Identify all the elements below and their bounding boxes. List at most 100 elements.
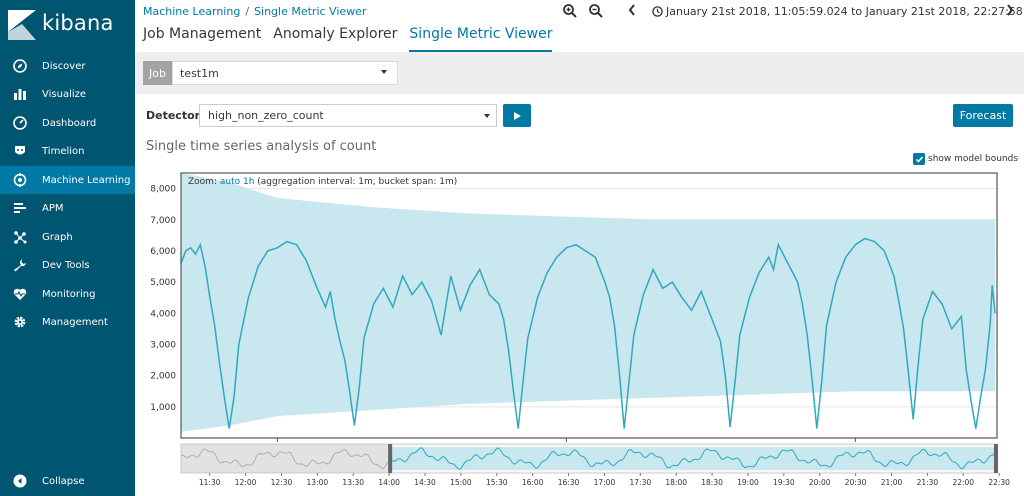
gear-icon [13,315,27,329]
detector-select[interactable]: high_non_zero_count [199,104,497,127]
y-tick-label: 1,000 [150,403,176,413]
context-tick-label: 20:30 [845,478,867,487]
sidebar-item-graph[interactable]: Graph [0,223,135,251]
sidebar-item-label: Visualize [42,88,87,100]
chevron-right-icon [1007,4,1014,16]
y-tick-label: 4,000 [150,309,176,319]
sidebar-item-label: Machine Learning [42,174,131,186]
plot-frame [180,172,998,439]
context-tick-label: 21:30 [917,478,939,487]
job-selector-bar: Job test1m [135,52,1024,94]
time-picker[interactable]: January 21st 2018, 11:05:59.024 to Janua… [652,5,1024,18]
context-tick-label: 15:30 [486,478,508,487]
breadcrumb-current[interactable]: Single Metric Viewer [254,5,367,18]
tab-anomaly-explorer[interactable]: Anomaly Explorer [273,26,398,42]
sidebar-item-label: Dashboard [42,117,97,129]
sidebar-item-label: Management [42,316,108,328]
sidebar-item-apm[interactable]: APM [0,194,135,222]
y-tick-label: 5,000 [150,278,176,288]
forecast-button[interactable]: Forecast [953,104,1013,127]
context-tick-label: 16:00 [522,478,544,487]
sidebar-item-monitoring[interactable]: Monitoring [0,280,135,308]
graph-icon [13,230,27,244]
caret-down-icon [484,114,490,118]
sidebar-item-timelion[interactable]: Timelion [0,137,135,165]
sidebar-item-discover[interactable]: Discover [0,52,135,80]
series-line [180,237,996,429]
context-line-selected [389,447,996,470]
time-prev-button[interactable] [628,4,636,19]
zoom-prefix: Zoom: [188,177,217,187]
context-tick-label: 12:30 [271,478,293,487]
context-tick-label: 22:30 [988,478,1010,487]
sidebar-item-label: Graph [42,231,73,243]
context-tick-label: 21:00 [881,478,903,487]
focus-chart: 8,000 7,000 6,000 5,000 4,000 3,000 2,000 1,000… [150,172,998,455]
brand-name: kibana [42,11,114,35]
gauge-icon [13,116,27,130]
caret-down-icon [381,70,387,74]
detector-label: Detector: [146,109,205,122]
tab-bar: Job Management Anomaly Explorer Single M… [143,26,564,52]
kibana-logo-icon [8,10,36,40]
wrench-icon [13,258,27,272]
sidebar-item-management[interactable]: Management [0,308,135,336]
sidebar-item-label: Dev Tools [42,259,90,271]
zoom-aggregation: (aggregation interval: 1m, bucket span: … [257,177,458,187]
sidebar: kibana Discover Visualize Dashboard Time… [0,0,135,496]
context-tick-label: 14:30 [414,478,436,487]
time-next-button[interactable] [1006,4,1014,19]
y-tick-label: 3,000 [150,340,176,350]
show-model-bounds-checkbox[interactable] [913,153,925,165]
zoom-auto-link[interactable]: auto 1h [219,177,255,187]
apm-icon [13,201,27,215]
zoom-in-icon[interactable] [562,3,578,19]
sidebar-item-dev-tools[interactable]: Dev Tools [0,251,135,279]
breadcrumb-root[interactable]: Machine Learning [143,5,241,18]
sidebar-item-label: Timelion [42,145,85,157]
y-tick-label: 8,000 [150,185,176,195]
brush-handle-left [388,444,393,473]
tab-single-metric-viewer[interactable]: Single Metric Viewer [409,26,553,52]
time-range-label: January 21st 2018, 11:05:59.024 to Janua… [666,5,1024,18]
single-metric-chart[interactable]: 8,000 7,000 6,000 5,000 4,000 3,000 2,000 1,000… [135,168,1024,496]
context-tick-label: 20:00 [809,478,831,487]
context-line-unselected [180,448,389,470]
job-badge: Job [143,61,172,85]
brush-handle-right [994,444,998,473]
model-bounds-band [181,173,996,432]
zoom-out-icon[interactable] [588,3,604,19]
context-tick-label: 17:00 [594,478,616,487]
kibana-logo[interactable]: kibana [0,0,135,48]
sidebar-item-label: APM [42,202,64,214]
sidebar-item-dashboard[interactable]: Dashboard [0,109,135,137]
collapse-button[interactable]: Collapse [0,467,135,495]
zoom-info: Zoom: auto 1h (aggregation interval: 1m,… [188,177,457,187]
sidebar-item-visualize[interactable]: Visualize [0,80,135,108]
context-tick-label: 18:30 [701,478,723,487]
show-model-bounds-label: show model bounds [928,154,1019,164]
ml-icon [13,173,27,187]
context-tick-label: 16:30 [558,478,580,487]
context-tick-label: 14:00 [378,478,400,487]
context-tick-label: 17:30 [630,478,652,487]
context-tick-label: 11:30 [199,478,221,487]
heartbeat-icon [13,287,27,301]
y-tick-label: 7,000 [150,216,176,226]
breadcrumb-separator: / [245,5,250,18]
refresh-button[interactable] [503,104,531,127]
y-tick-label: 2,000 [150,372,176,382]
sidebar-item-label: Discover [42,60,86,72]
sidebar-item-machine-learning[interactable]: Machine Learning [0,166,135,194]
context-tick-label: 13:30 [342,478,364,487]
breadcrumb: Machine Learning / Single Metric Viewer [143,5,366,18]
context-tick-label: 19:30 [773,478,795,487]
tab-job-management[interactable]: Job Management [143,26,262,42]
context-chart[interactable]: 11:30 12:00 12:30 13:00 13:30 14:00 14:30 15:00… [180,443,1010,487]
context-tick-label: 13:00 [307,478,329,487]
job-select[interactable]: test1m [172,61,398,85]
clock-icon [652,6,663,17]
y-tick-label: 6,000 [150,247,176,257]
job-select-value: test1m [180,66,219,80]
context-tick-label: 19:00 [737,478,759,487]
